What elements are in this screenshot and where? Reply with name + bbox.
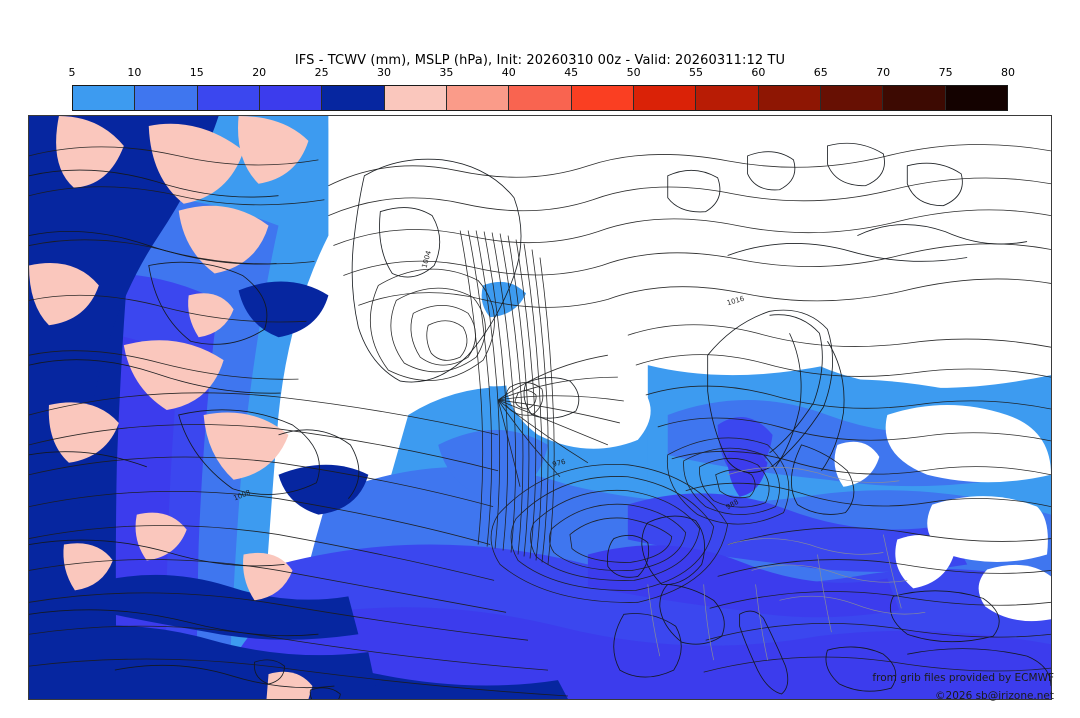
colorbar-tick-75: 75	[938, 66, 953, 79]
mslp-contours: 976 988 1008 1004 1016 1024	[29, 144, 1051, 697]
colorbar-swatch-10-15	[135, 86, 198, 110]
colorbar-tick-45: 45	[564, 66, 579, 79]
colorbar-tick-labels: 5 10 15 20 25 30 35 40 45 50 55 60 65 70 75 80	[68, 66, 1016, 80]
weather-map[interactable]: 976 988 1008 1004 1016 1024	[28, 115, 1052, 700]
tcwv-shading-group: 976 988 1008 1004 1016 1024	[29, 116, 1051, 699]
colorbar-swatch-65-70	[820, 86, 884, 110]
colorbar-tick-50: 50	[626, 66, 641, 79]
colorbar-tick-30: 30	[377, 66, 391, 79]
coastlines	[29, 142, 1051, 699]
colorbar-tick-70: 70	[876, 66, 891, 79]
map-canvas: 976 988 1008 1004 1016 1024	[29, 116, 1051, 699]
colorbar-swatch-55-60	[696, 86, 759, 110]
colorbar-tick-15: 15	[189, 66, 204, 79]
colorbar-swatch-75-80	[945, 86, 1007, 110]
colorbar-swatch-25-30	[322, 86, 385, 110]
colorbar-tick-65: 65	[813, 66, 828, 79]
colorbar-tick-20: 20	[252, 66, 267, 79]
colorbar-tick-10: 10	[127, 66, 142, 79]
colorbar-tick-80: 80	[1001, 66, 1015, 79]
colorbar-swatch-35-40	[446, 86, 510, 110]
colorbar-swatch-50-55	[633, 86, 697, 110]
colorbar-swatch-70-75	[883, 86, 946, 110]
colorbar-swatch-5-10	[73, 86, 136, 110]
colorbar-swatch-60-65	[758, 86, 821, 110]
colorbar-swatch-15-20	[197, 86, 260, 110]
svg-text:976: 976	[552, 458, 567, 469]
colorbar	[72, 85, 1008, 111]
colorbar-swatch-20-25	[259, 86, 323, 110]
colorbar-tick-55: 55	[689, 66, 703, 79]
colorbar-swatch-30-35	[384, 86, 447, 110]
colorbar-tick-5: 5	[68, 66, 76, 79]
colorbar-tick-25: 25	[314, 66, 329, 79]
colorbar-swatch-40-45	[509, 86, 572, 110]
copyright-credit: ©2026 sb@irizone.net	[935, 690, 1054, 702]
colorbar-tick-35: 35	[439, 66, 454, 79]
colorbar-swatch-45-50	[571, 86, 634, 110]
colorbar-tick-40: 40	[501, 66, 516, 79]
data-source-credit: from grib files provided by ECMWF	[872, 672, 1054, 684]
page-title: IFS - TCWV (mm), MSLP (hPa), Init: 20260…	[294, 53, 786, 68]
colorbar-tick-60: 60	[751, 66, 766, 79]
